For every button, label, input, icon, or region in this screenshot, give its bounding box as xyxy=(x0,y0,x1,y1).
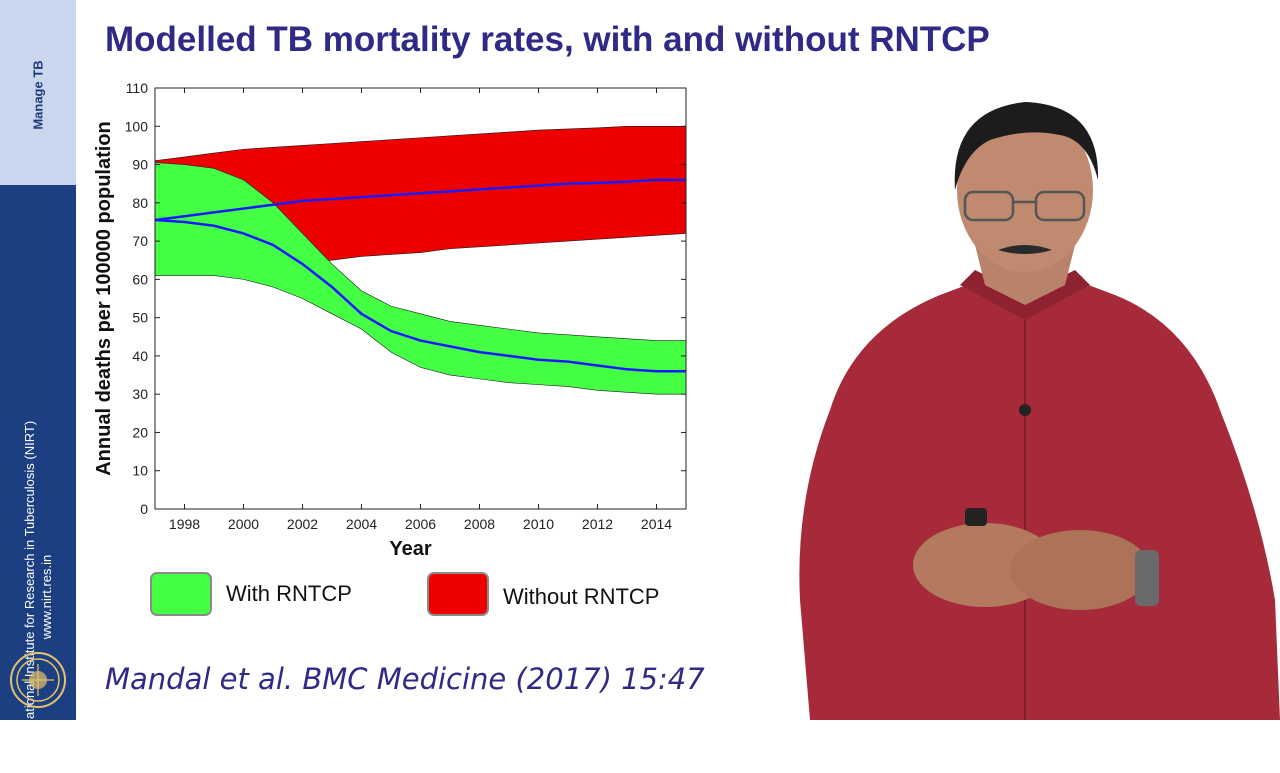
y-tick-label: 50 xyxy=(132,310,148,326)
legend-item-with-rntcp: With RNTCP xyxy=(150,572,352,616)
sidebar-top-label: Manage TB xyxy=(30,60,46,130)
presenter-photo xyxy=(799,102,1280,720)
y-tick-label: 20 xyxy=(132,424,148,440)
median-line-with-rntcp xyxy=(154,218,686,373)
y-tick-label: 90 xyxy=(132,157,148,173)
x-tick-label: 2004 xyxy=(346,516,377,532)
legend-label-with-rntcp: With RNTCP xyxy=(226,581,352,606)
institute-name: ICMR - National Institute for Research i… xyxy=(22,420,37,773)
x-tick-label: 2008 xyxy=(464,516,495,532)
citation-text: Mandal et al. BMC Medicine (2017) 15:47 xyxy=(105,662,705,696)
slide-title: Modelled TB mortality rates, with and wi… xyxy=(105,20,990,59)
x-tick-label: 1998 xyxy=(169,516,200,532)
institute-logo-icon xyxy=(10,652,66,708)
sidebar-section-label: Manage TB xyxy=(0,0,76,185)
institute-text-block: ICMR - National Institute for Research i… xyxy=(21,421,55,773)
mortality-chart: 0 10 20 30 40 50 60 70 80 90 100 110 1998 2000 2002 200… xyxy=(93,80,687,560)
y-tick-label: 40 xyxy=(132,348,148,364)
y-tick-label: 0 xyxy=(140,501,148,517)
x-tick-label: 2002 xyxy=(287,516,318,532)
y-tick-label: 60 xyxy=(132,271,148,287)
y-tick-label: 10 xyxy=(132,463,148,479)
y-tick-label: 100 xyxy=(125,118,149,134)
institute-website: www.nirt.res.in xyxy=(39,554,54,640)
sidebar-institute-panel: ICMR - National Institute for Research i… xyxy=(0,185,76,773)
y-tick-label: 70 xyxy=(132,233,148,249)
median-line-without-rntcp xyxy=(154,178,686,222)
legend-item-without-rntcp: Without RNTCP xyxy=(427,572,659,616)
y-tick-label: 80 xyxy=(132,195,148,211)
legend-swatch-with-rntcp xyxy=(150,572,212,616)
x-tick-label: 2012 xyxy=(582,516,613,532)
x-axis-label: Year xyxy=(389,538,431,560)
x-tick-label: 2000 xyxy=(228,516,259,532)
y-tick-label: 110 xyxy=(126,80,149,96)
legend-swatch-without-rntcp xyxy=(427,572,489,616)
x-tick-label: 2014 xyxy=(641,516,672,532)
x-tick-label: 2006 xyxy=(405,516,436,532)
y-axis-label: Annual deaths per 100000 population xyxy=(93,121,115,476)
x-tick-label: 2010 xyxy=(523,516,554,532)
legend-label-without-rntcp: Without RNTCP xyxy=(503,584,660,609)
y-tick-label: 30 xyxy=(132,386,148,402)
